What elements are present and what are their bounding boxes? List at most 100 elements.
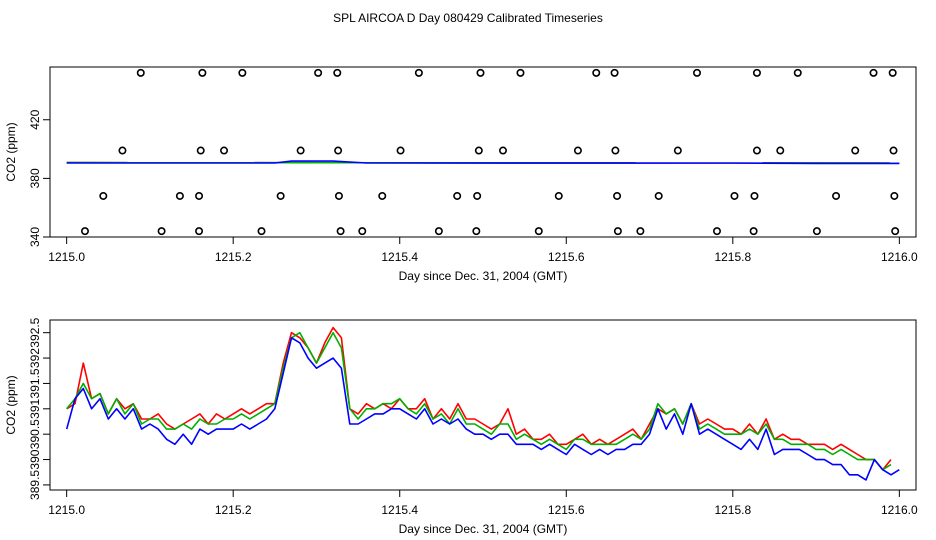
bottom-x-tick-label: 1215.6 [548,503,585,517]
top-calibration-point [776,146,785,155]
top-calibration-point [869,68,878,77]
top-calibration-point [851,146,860,155]
bottom-y-tick-label: 392 [28,348,42,368]
top-calibration-point [613,191,622,200]
top-x-tick-label: 1216.0 [881,250,918,264]
top-plot-frame [49,66,917,238]
top-calibration-point [472,227,481,236]
top-calibration-point [832,191,841,200]
top-calibration-point [99,191,108,200]
top-calibration-point [712,227,721,236]
bottom-y-tick-label: 390 [28,449,42,469]
top-calibration-point [573,146,582,155]
bottom-y-axis-label: CO2 (ppm) [4,375,18,434]
top-x-tick-label: 1215.2 [215,250,252,264]
top-calibration-point [136,68,145,77]
top-calibration-point [891,227,900,236]
top-series-blue [66,160,900,165]
top-calibration-point [195,227,204,236]
top-calibration-point [673,146,682,155]
top-calibration-point [296,146,305,155]
top-calibration-point [476,68,485,77]
top-x-tick-label: 1215.0 [48,250,85,264]
top-calibration-point [333,68,342,77]
top-x-tick-label: 1215.6 [548,250,585,264]
top-calibration-point [793,68,802,77]
top-calibration-point [636,227,645,236]
top-calibration-point [396,146,405,155]
top-calibration-point [474,146,483,155]
top-chart-panel: 1215.0 1215.2 1215.4 1215.6 1215.8 1216.0 340 3… [4,66,918,283]
bottom-y-tick-label: 392.5 [28,317,42,347]
top-calibration-point [80,227,89,236]
top-calibration-point [749,227,758,236]
bottom-y-tick-label: 391 [28,398,42,418]
bottom-y-tick-label: 389.5 [28,470,42,500]
top-calibration-point [314,68,323,77]
top-y-tick-label: 340 [28,227,42,247]
top-calibration-point [196,146,205,155]
top-calibration-point [752,68,761,77]
top-calibration-point [434,227,443,236]
bottom-series-green [66,331,892,471]
top-chart-axes: 1215.0 1215.2 1215.4 1215.6 1215.8 1216.0 340 3… [28,109,918,264]
bottom-chart-marks [65,326,900,481]
top-calibration-point [473,191,482,200]
top-calibration-point [534,227,543,236]
top-calibration-point [334,146,343,155]
bottom-chart-panel: 1215.0 1215.2 1215.4 1215.6 1215.8 1216.0 389.… [4,317,918,536]
top-y-tick-label: 380 [28,168,42,188]
top-calibration-point [175,191,184,200]
top-calibration-point [592,68,601,77]
top-calibration-point [336,227,345,236]
top-calibration-point [693,68,702,77]
top-calibration-point [889,146,898,155]
bottom-x-tick-label: 1215.2 [215,503,252,517]
top-calibration-point [334,191,343,200]
top-calibration-point [378,191,387,200]
bottom-x-axis-label: Day since Dec. 31, 2004 (GMT) [399,522,568,536]
bottom-y-tick-label: 391.5 [28,368,42,398]
bottom-chart-axes: 1215.0 1215.2 1215.4 1215.6 1215.8 1216.0 389.… [28,317,918,517]
top-calibration-point [516,68,525,77]
top-calibration-point [414,68,423,77]
top-calibration-point [890,191,899,200]
bottom-x-tick-label: 1215.8 [714,503,751,517]
top-calibration-point [730,191,739,200]
bottom-x-tick-label: 1215.0 [48,503,85,517]
top-calibration-point [812,227,821,236]
top-calibration-point [220,146,229,155]
top-calibration-point [238,68,247,77]
top-calibration-point [654,191,663,200]
top-calibration-point [453,191,462,200]
top-x-tick-label: 1215.4 [381,250,418,264]
figure-title: SPL AIRCOA D Day 080429 Calibrated Times… [333,11,603,25]
top-calibration-point [118,146,127,155]
top-calibration-point [276,191,285,200]
bottom-series-red [66,326,892,471]
bottom-plot-frame [49,319,917,491]
bottom-x-tick-label: 1215.4 [381,503,418,517]
top-calibration-point [157,227,166,236]
top-x-axis-label: Day since Dec. 31, 2004 (GMT) [399,269,568,283]
top-y-tick-label: 420 [28,109,42,129]
bottom-y-tick-label: 390.5 [28,419,42,449]
top-calibration-point [750,191,759,200]
top-calibration-point [257,227,266,236]
top-calibration-point [888,68,897,77]
top-calibration-point [554,191,563,200]
top-y-axis-label: CO2 (ppm) [4,122,18,181]
bottom-x-tick-label: 1216.0 [881,503,918,517]
top-calibration-point [358,227,367,236]
top-calibration-point [611,146,620,155]
top-calibration-point [752,146,761,155]
top-chart-marks [66,68,900,236]
top-calibration-point [610,68,619,77]
top-calibration-point [498,146,507,155]
top-calibration-point [613,227,622,236]
top-calibration-point [198,68,207,77]
top-x-tick-label: 1215.8 [714,250,751,264]
top-calibration-point [195,191,204,200]
bottom-series-blue [65,337,900,481]
